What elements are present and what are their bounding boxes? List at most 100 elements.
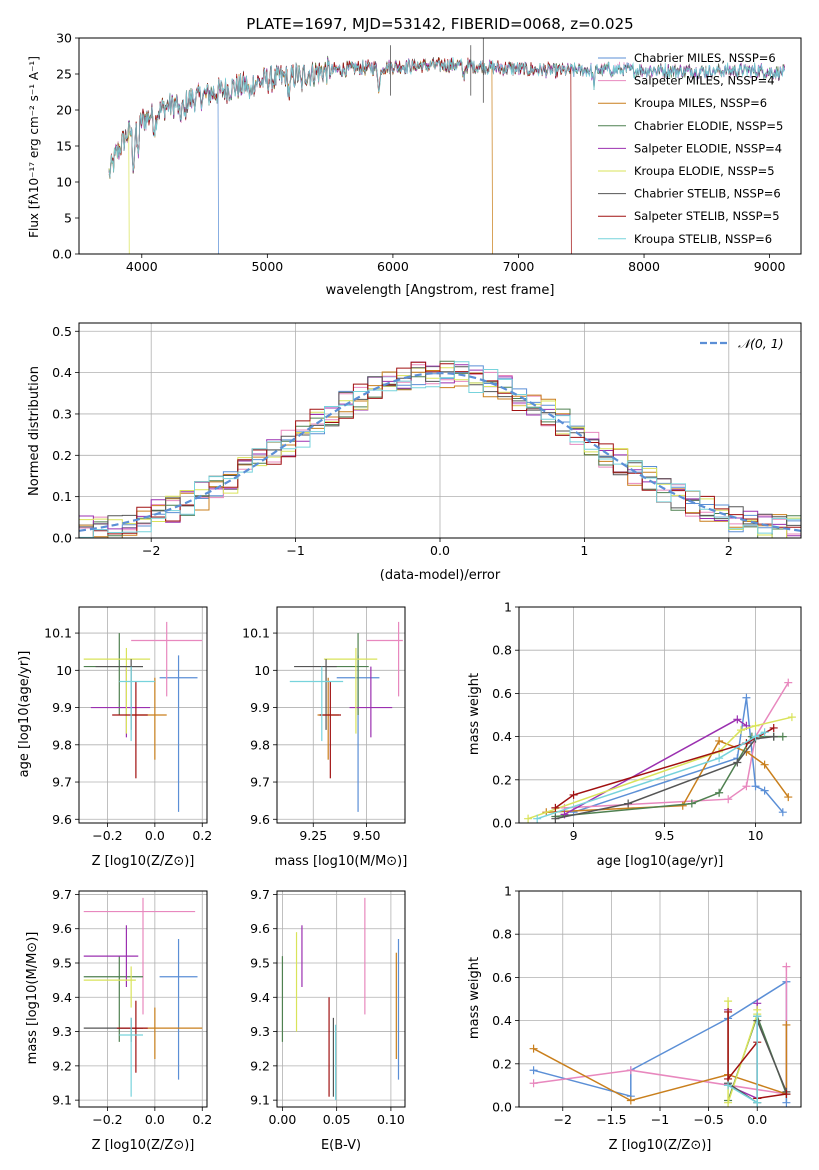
weight-marker <box>678 801 687 810</box>
point-1 <box>131 621 203 697</box>
axes-frame <box>518 890 802 1108</box>
age-vs-mass-panel: 9.25 9.50 9.6 9.7 9.8 9.9 10 10.1 <box>242 606 406 843</box>
weight-vs-Z-ylabel: mass weight <box>467 957 482 1039</box>
point-5 <box>83 966 136 1008</box>
y-tick-label: 9.3 <box>250 1024 270 1039</box>
spectrum-xlabel: wavelength [Angstrom, rest frame] <box>326 283 555 298</box>
y-tick-label: 0.5 <box>52 324 72 339</box>
y-tick-label: 10 <box>254 663 270 678</box>
y-tick-label: 9.6 <box>52 812 72 827</box>
point-7 <box>116 1000 148 1073</box>
legend-entry-normal: 𝒩(0, 1) <box>738 336 784 351</box>
x-tick-label: 9.50 <box>353 828 381 843</box>
ticks: −0.2 0.0 0.2 9.1 9.2 9.3 9.4 9.5 9.6 9.7 <box>52 887 212 1127</box>
y-tick-label: 0.2 <box>52 448 72 463</box>
grid <box>277 607 405 823</box>
legend-entry-7: Salpeter STELIB, NSSP=5 <box>634 209 780 223</box>
x-tick-label: 0.2 <box>192 1112 212 1127</box>
x-tick-label: −2 <box>142 543 160 558</box>
y-tick-label: 9.4 <box>52 990 72 1005</box>
point-1 <box>366 621 403 697</box>
point-8 <box>119 1017 143 1097</box>
x-tick-label: −1.5 <box>596 1112 626 1127</box>
y-tick-label: 9.9 <box>250 700 270 715</box>
residuals-xlabel: (data-model)/error <box>380 568 501 583</box>
weight-marker <box>533 814 542 823</box>
y-tick-label: 0.0 <box>492 816 512 831</box>
legend-entry-2: Kroupa MILES, NSSP=6 <box>634 96 767 110</box>
weight-marker <box>551 814 560 823</box>
point-8 <box>119 666 155 742</box>
weight-marker <box>529 1079 538 1088</box>
x-tick-label: 0.0 <box>430 543 450 558</box>
y-tick-label: 9.7 <box>250 887 270 902</box>
y-tick-label: 5 <box>64 211 72 226</box>
x-tick-label: 4000 <box>126 259 158 274</box>
x-tick-label: 8000 <box>628 259 660 274</box>
spectrum-ylabel: Flux [fλ10⁻¹⁷ erg cm⁻² s⁻¹ A⁻¹] <box>27 56 41 238</box>
point-4 <box>349 666 393 738</box>
point-5 <box>83 647 151 734</box>
axes-frame <box>276 890 406 1108</box>
weight-marker <box>551 803 560 812</box>
weight-vs-age-ylabel: mass weight <box>467 673 482 755</box>
point-0 <box>159 939 198 1080</box>
y-tick-label: 0.0 <box>52 531 72 546</box>
weight-marker <box>715 736 724 745</box>
weight-marker <box>626 1096 635 1105</box>
y-tick-label: 10 <box>56 175 72 190</box>
y-tick-label: 0.8 <box>492 643 512 658</box>
age-vs-metallicity-panel: −0.2 0.0 0.2 9.6 9.7 9.8 9.9 10 10.1 <box>44 606 212 843</box>
point-0 <box>159 655 198 812</box>
weight-marker <box>760 728 769 737</box>
y-tick-label: 0.6 <box>492 970 512 985</box>
y-tick-label: 9.1 <box>250 1093 270 1108</box>
legend-entry-8: Kroupa STELIB, NSSP=6 <box>634 232 772 246</box>
mass-vs-Z-ylabel: mass [log10(M/M⊙)] <box>25 932 40 1065</box>
weight-marker <box>724 795 733 804</box>
weight-marker <box>733 758 742 767</box>
y-tick-label: 0.3 <box>52 406 72 421</box>
y-tick-label: 0.4 <box>492 1013 512 1028</box>
weight-series-8 <box>536 731 765 820</box>
weight-marker <box>529 1066 538 1075</box>
y-tick-label: 0.1 <box>52 489 72 504</box>
y-tick-label: 9.5 <box>250 956 270 971</box>
weight-marker <box>784 793 793 802</box>
ticks: 4000 5000 6000 7000 8000 9000 0.0 5 10 15 20 25 30 <box>52 31 785 275</box>
y-tick-label: 30 <box>56 31 72 46</box>
x-tick-label: 0.0 <box>145 1112 165 1127</box>
y-tick-label: 1 <box>504 884 512 899</box>
weight-series-7 <box>554 727 775 809</box>
weight-marker <box>715 754 724 763</box>
spectrum-series-8 <box>108 57 786 179</box>
x-tick-label: 9.5 <box>655 828 675 843</box>
weight-marker <box>569 790 578 799</box>
legend-entry-4: Salpeter ELODIE, NSSP=4 <box>634 141 782 155</box>
y-tick-label: 10 <box>56 663 72 678</box>
weight-marker <box>787 713 796 722</box>
weight-marker <box>724 1081 733 1090</box>
weight-marker <box>742 782 751 791</box>
x-tick-label: −1 <box>286 543 304 558</box>
weight-marker <box>715 788 724 797</box>
y-tick-label: 0.2 <box>492 1056 512 1071</box>
x-tick-label: 0.05 <box>323 1112 351 1127</box>
weight-marker <box>724 1098 733 1107</box>
plot-area <box>79 360 801 538</box>
x-tick-label: 10 <box>748 828 764 843</box>
spectrum-panel: 4000 5000 6000 7000 8000 9000 0.0 5 10 15 20 25 30 <box>52 31 802 275</box>
point-5 <box>323 647 378 734</box>
ticks: −2 −1.5 −1 −0.5 0.0 0.0 0.2 0.4 0.6 0.8 1 <box>492 884 767 1128</box>
weight-marker <box>753 1098 762 1107</box>
weight-vs-age-xlabel: age [log10(age/yr)] <box>597 854 724 869</box>
y-tick-label: 9.7 <box>250 775 270 790</box>
mass-vs-Z-xlabel: Z [log10(Z/Z⊙)] <box>92 1138 195 1153</box>
weight-marker <box>760 760 769 769</box>
axes-frame <box>78 606 208 824</box>
weight-marker <box>751 732 760 741</box>
point-1 <box>83 897 196 1015</box>
x-tick-label: 0.00 <box>269 1112 297 1127</box>
age-vs-Z-ylabel: age [log10(age/yr)] <box>17 651 32 778</box>
x-tick-label: 5000 <box>251 259 283 274</box>
